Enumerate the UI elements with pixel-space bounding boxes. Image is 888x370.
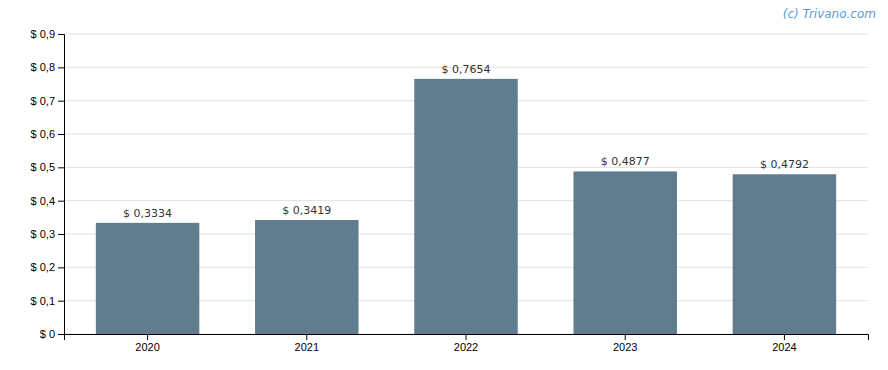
y-tick-mark (58, 167, 64, 168)
y-tick: $ 0,8 (31, 61, 64, 73)
y-tick-label: $ 0,9 (31, 28, 55, 40)
x-tick: 2024 (772, 334, 796, 353)
y-tick: $ 0 (40, 328, 64, 340)
y-tick-label: $ 0,2 (31, 261, 55, 273)
x-tick: 2020 (135, 334, 159, 353)
y-tick: $ 0,7 (31, 95, 64, 107)
watermark: (c) Trivano.com (783, 7, 876, 21)
y-tick-mark (58, 234, 64, 235)
y-tick-mark (58, 301, 64, 302)
y-tick: $ 0,2 (31, 261, 64, 273)
data-labels: $ 0,3334 $ 0,3419 $ 0,7654 $ 0,4877 $ 0,4792 (123, 63, 809, 220)
x-tick-label: 2023 (613, 341, 637, 353)
x-tick-label: 2020 (135, 341, 159, 353)
x-tick-label: 2021 (295, 341, 319, 353)
y-tick-label: $ 0,7 (31, 95, 55, 107)
y-tick-mark (58, 101, 64, 102)
data-label: $ 0,7654 (442, 63, 491, 76)
bar (255, 220, 358, 334)
y-tick: $ 0,4 (31, 195, 64, 207)
bar (733, 174, 836, 334)
data-label: $ 0,4792 (760, 158, 809, 171)
plot: $ 0 $ 0,1 $ 0,2 $ 0,3 $ 0,4 $ 0,5 $ 0,6 $ 0,7 $ … (31, 28, 869, 353)
y-tick: $ 0,9 (31, 28, 64, 40)
y-axis-line (58, 35, 65, 335)
y-tick-label: $ 0,3 (31, 228, 55, 240)
x-tick-mark (784, 334, 785, 340)
data-label: $ 0,3334 (123, 207, 172, 220)
y-tick: $ 0,1 (31, 295, 64, 307)
x-tick: 2022 (454, 334, 478, 353)
grid-line (64, 34, 868, 35)
y-tick-mark (58, 34, 64, 35)
bar (414, 79, 517, 334)
y-tick-label: $ 0,4 (31, 195, 55, 207)
y-tick: $ 0,5 (31, 161, 64, 173)
grid (64, 34, 868, 334)
x-tick-label: 2024 (772, 341, 796, 353)
y-tick-label: $ 0,8 (31, 61, 55, 73)
x-tick-mark (625, 334, 626, 340)
y-tick-mark (58, 334, 64, 335)
x-tick-label: 2022 (454, 341, 478, 353)
y-tick-label: $ 0,5 (31, 161, 55, 173)
y-axis: $ 0 $ 0,1 $ 0,2 $ 0,3 $ 0,4 $ 0,5 $ 0,6 $ 0,7 $ … (31, 28, 65, 340)
data-label: $ 0,4877 (601, 155, 650, 168)
chart: $ 0 $ 0,1 $ 0,2 $ 0,3 $ 0,4 $ 0,5 $ 0,6 $ 0,7 $ … (0, 0, 888, 370)
y-tick-mark (58, 134, 64, 135)
y-tick-label: $ 0,1 (31, 295, 55, 307)
x-tick: 2021 (295, 334, 319, 353)
data-label: $ 0,3419 (282, 204, 331, 217)
bar (96, 223, 199, 334)
y-tick-mark (58, 67, 64, 68)
x-tick: 2023 (613, 334, 637, 353)
y-tick-mark (58, 267, 64, 268)
x-tick-mark (306, 334, 307, 340)
x-axis: 2020 2021 2022 2023 2024 (65, 334, 869, 353)
bar (573, 171, 676, 334)
y-tick-mark (58, 201, 64, 202)
bars (96, 79, 836, 334)
y-tick-label: $ 0,6 (31, 128, 55, 140)
x-tick-mark (466, 334, 467, 340)
y-tick-label: $ 0 (40, 328, 55, 340)
x-axis-line (65, 335, 869, 341)
y-tick: $ 0,6 (31, 128, 64, 140)
x-tick-mark (147, 334, 148, 340)
y-tick: $ 0,3 (31, 228, 64, 240)
